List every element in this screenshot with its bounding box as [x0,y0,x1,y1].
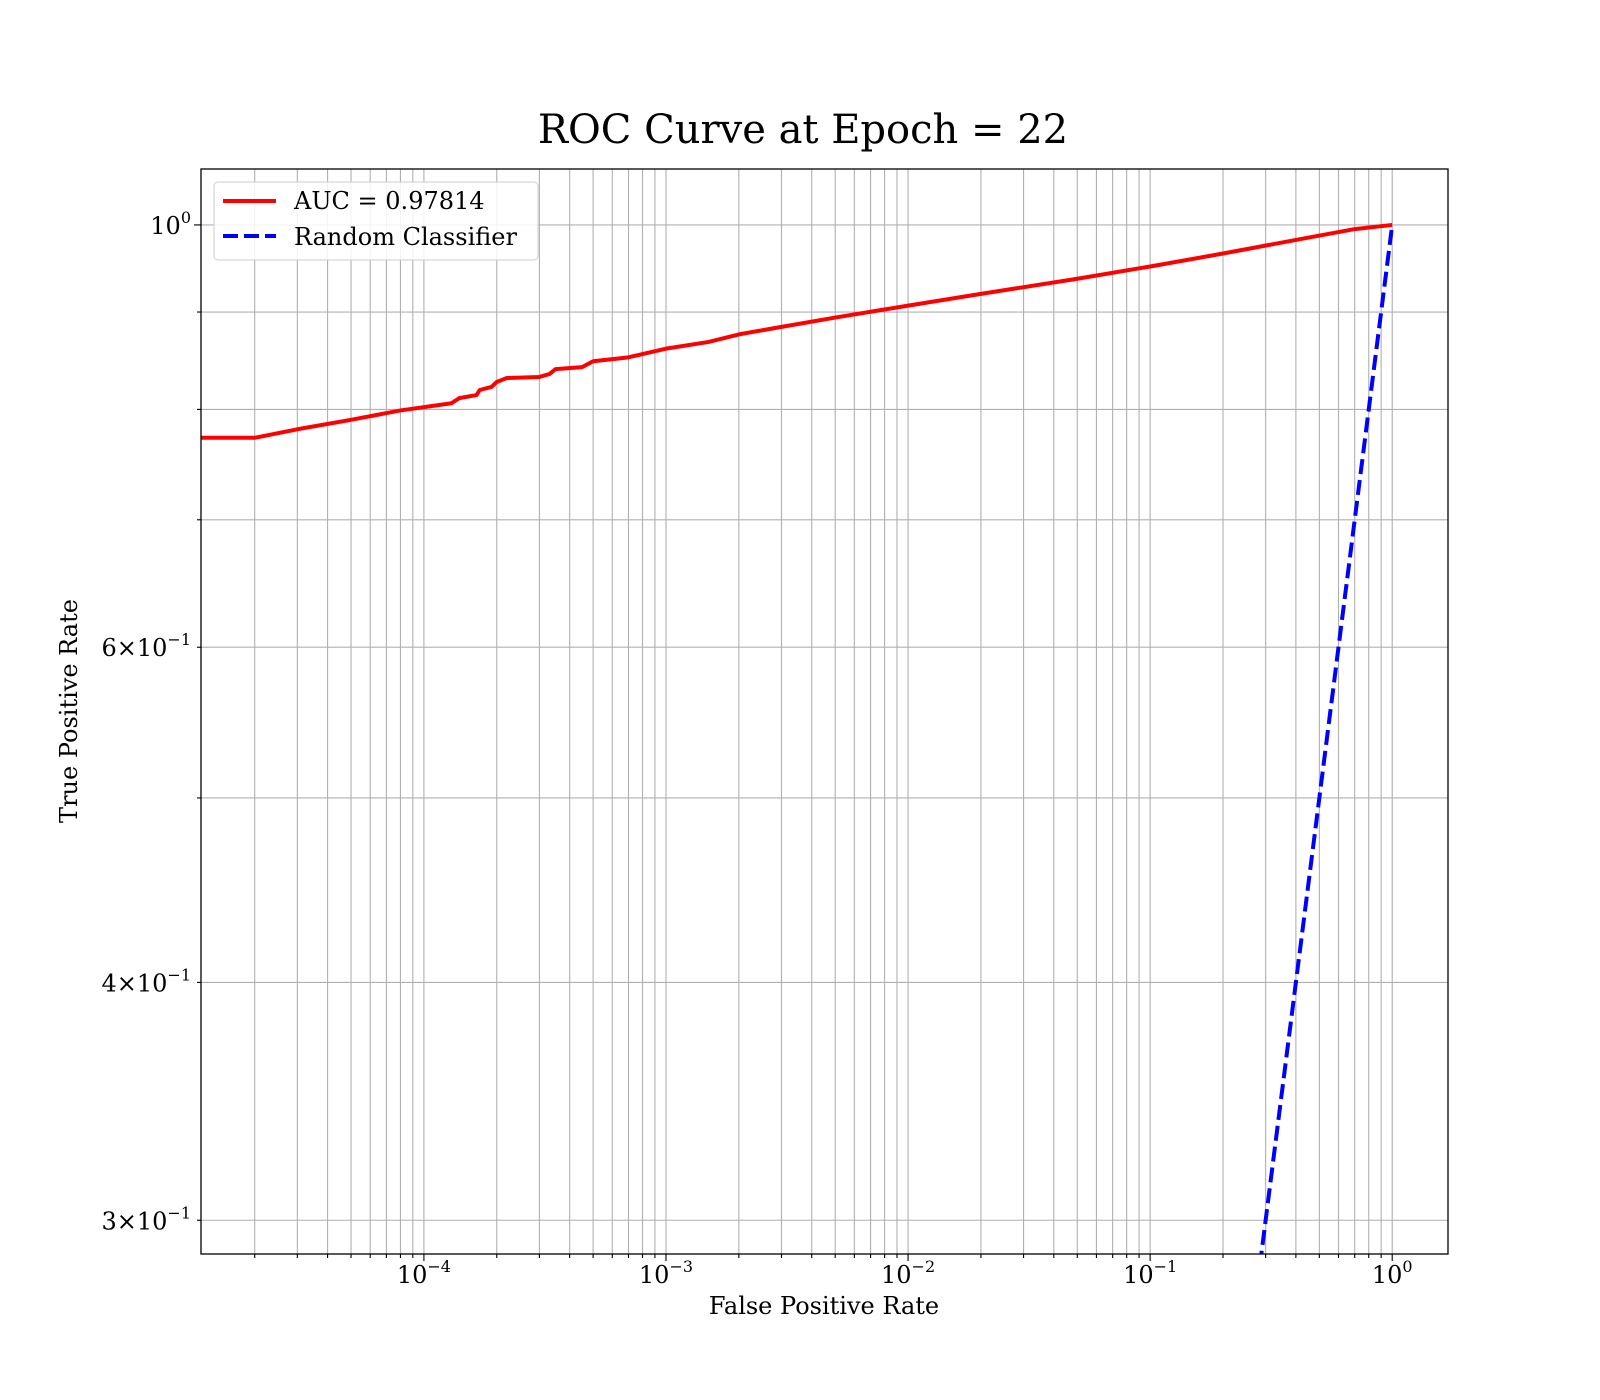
plot-frame [200,168,1449,1255]
tick-layer: 10−4 10−3 10−2 10−1 100 100 6×10−1 4×10−1 3×10−1 [101,208,1412,1289]
series-line-random [1259,224,1395,1254]
x-tick-label: 10−3 [639,1257,693,1289]
x-axis-title: False Positive Rate [709,1292,939,1320]
legend-box [213,181,539,261]
legend: AUC = 0.97814 Random Classifier [213,181,539,261]
chart-title: ROC Curve at Epoch = 22 [538,107,1068,153]
y-tick-label: 6×10−1 [101,630,191,662]
legend-label-auc: AUC = 0.97814 [293,187,485,215]
x-tick-label: 10−1 [1123,1257,1177,1289]
y-tick-label: 100 [150,208,191,240]
y-tick-label: 3×10−1 [101,1203,191,1235]
y-tick-label: 4×10−1 [101,965,191,997]
legend-label-random: Random Classifier [294,223,517,251]
x-tick-label: 10−4 [397,1257,451,1289]
series-layer [201,222,1395,1254]
x-tick-label: 100 [1372,1257,1413,1289]
x-tick-label: 10−2 [881,1257,935,1289]
series-line-auc [201,222,1393,440]
y-axis-title: True Positive Rate [55,599,83,823]
grid-layer [201,169,1448,1254]
